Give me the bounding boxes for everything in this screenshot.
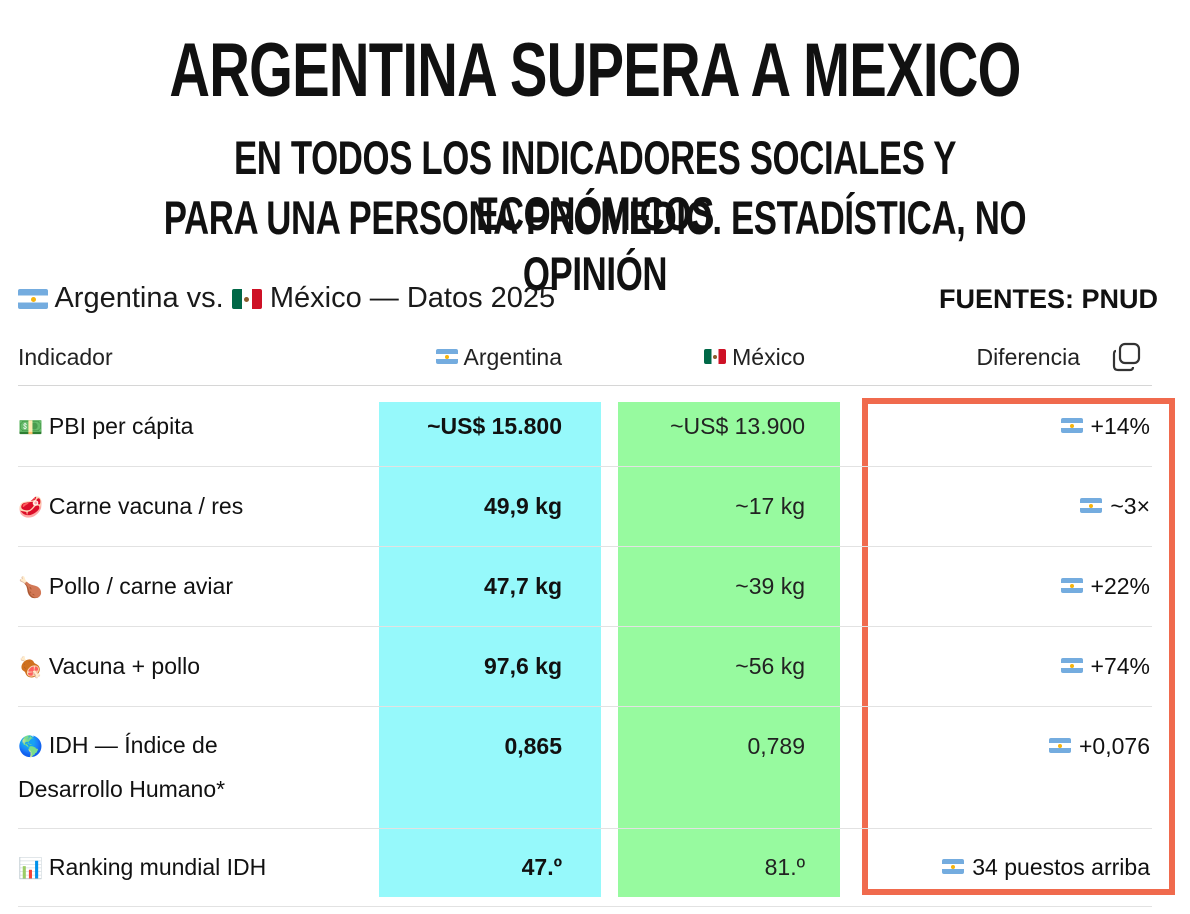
beef-icon: 🥩: [18, 497, 43, 519]
difference-value: +22%: [1060, 571, 1150, 601]
row-label-line-2: Desarrollo Humano*: [18, 776, 226, 802]
header-mexico-label: México: [732, 344, 805, 370]
mexico-value: ~US$ 13.900: [670, 413, 805, 439]
subheadline-2: PARA UNA PERSONA PROMEDIO. ESTADÍSTICA, …: [163, 191, 1027, 300]
copy-icon[interactable]: [1110, 340, 1144, 374]
sources-label: FUENTES: PNUD: [938, 284, 1158, 314]
mexico-value: 0,789: [747, 733, 805, 759]
row-divider: [18, 906, 1152, 907]
row-divider: [18, 828, 1152, 829]
difference-value: +0,076: [1049, 731, 1150, 761]
mexico-column-highlight: [618, 402, 840, 897]
subheadline-1: EN TODOS LOS INDICADORES SOCIALES Y ECON…: [233, 131, 957, 240]
table-row-ranking: 📊 Ranking mundial IDH: [18, 852, 348, 884]
row-label: PBI per cápita: [48, 413, 194, 439]
table-row-pbi: 💵 PBI per cápita: [18, 411, 348, 443]
table-row-idh: 🌎 IDH — Índice de Desarrollo Humano*: [18, 724, 348, 810]
difference-text: +0,076: [1079, 733, 1150, 759]
difference-value: 34 puestos arriba: [942, 852, 1150, 882]
argentina-flag-icon: [1049, 738, 1071, 753]
bar-chart-icon: 📊: [18, 858, 43, 880]
argentina-column-highlight: [379, 402, 601, 897]
table-title: Argentina vs. México — Datos 2025: [18, 280, 555, 316]
argentina-flag-icon: [1080, 498, 1103, 513]
row-label-line-1: IDH — Índice de: [48, 732, 218, 758]
difference-text: +14%: [1090, 413, 1150, 439]
row-label: Carne vacuna / res: [48, 493, 244, 519]
row-label: Vacuna + pollo: [48, 653, 201, 679]
difference-text: +74%: [1090, 653, 1150, 679]
mexico-value: ~39 kg: [735, 573, 805, 599]
table-title-part-2: México — Datos 2025: [269, 282, 556, 314]
table-title-part-1: Argentina vs.: [54, 282, 224, 314]
difference-column-frame: [862, 398, 1175, 895]
header-difference: Diferencia: [976, 344, 1080, 370]
row-label: Ranking mundial IDH: [48, 854, 267, 880]
mexico-flag-icon: [231, 289, 262, 309]
row-divider: [18, 706, 1152, 707]
meat-on-bone-icon: 🍖: [18, 657, 43, 679]
argentina-flag-icon: [436, 349, 459, 364]
argentina-flag-icon: [1060, 418, 1083, 433]
header-argentina-label: Argentina: [463, 344, 562, 370]
table-row-carne-vacuna: 🥩 Carne vacuna / res: [18, 491, 348, 523]
difference-value: ~3×: [1080, 491, 1150, 521]
argentina-flag-icon: [1060, 578, 1083, 593]
difference-text: +22%: [1090, 573, 1150, 599]
argentina-value: ~US$ 15.800: [427, 413, 562, 439]
row-divider: [18, 546, 1152, 547]
header-indicator: Indicador: [18, 344, 113, 370]
header-argentina: Argentina: [436, 342, 562, 372]
difference-text: 34 puestos arriba: [972, 854, 1150, 880]
mexico-value: ~17 kg: [735, 493, 805, 519]
difference-value: +14%: [1060, 411, 1150, 441]
difference-text: ~3×: [1110, 493, 1150, 519]
row-divider: [18, 466, 1152, 467]
difference-value: +74%: [1060, 651, 1150, 681]
argentina-flag-icon: [942, 859, 965, 874]
argentina-flag-icon: [1060, 658, 1083, 673]
argentina-value: 97,6 kg: [484, 653, 562, 679]
header-divider: [18, 385, 1152, 386]
headline: ARGENTINA SUPERA A MEXICO: [169, 28, 1021, 113]
row-divider: [18, 626, 1152, 627]
argentina-value: 47,7 kg: [484, 573, 562, 599]
table-row-pollo: 🍗 Pollo / carne aviar: [18, 571, 348, 603]
header-mexico: México: [703, 342, 805, 372]
chicken-leg-icon: 🍗: [18, 577, 43, 599]
mexico-flag-icon: [703, 349, 726, 364]
table-row-vacuna-pollo: 🍖 Vacuna + pollo: [18, 651, 348, 683]
globe-icon: 🌎: [18, 736, 43, 758]
argentina-value: 47.º: [521, 854, 562, 880]
money-icon: 💵: [18, 417, 43, 439]
row-label: Pollo / carne aviar: [48, 573, 233, 599]
argentina-value: 49,9 kg: [484, 493, 562, 519]
mexico-value: 81.º: [764, 854, 805, 880]
argentina-flag-icon: [18, 289, 48, 309]
argentina-value: 0,865: [504, 733, 562, 759]
mexico-value: ~56 kg: [735, 653, 805, 679]
